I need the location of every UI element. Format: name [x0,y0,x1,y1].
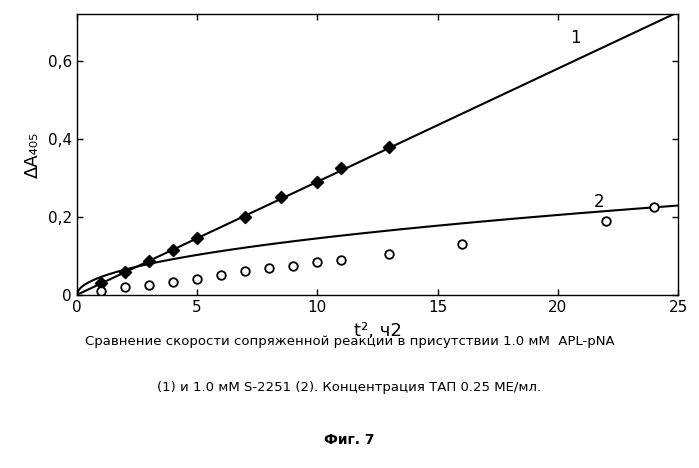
Point [192,234,203,242]
Point [312,259,323,266]
Point [600,217,612,225]
Point [240,268,251,275]
Point [649,203,660,211]
Point [384,250,395,257]
Text: Фиг. 7: Фиг. 7 [324,433,375,447]
Point [312,178,323,185]
Point [456,241,467,248]
Text: 1: 1 [570,29,580,47]
Point [120,269,131,276]
Point [120,283,131,291]
Y-axis label: ΔA₄₀₅: ΔA₄₀₅ [24,132,42,177]
Point [384,143,395,150]
Point [95,279,106,287]
Point [215,271,226,279]
Point [336,256,347,263]
Point [95,287,106,295]
Text: 2: 2 [594,193,605,211]
Point [168,246,179,254]
Point [336,164,347,172]
Point [143,281,154,289]
Point [168,278,179,285]
Point [264,264,275,272]
Point [275,194,287,201]
Point [143,257,154,264]
Text: Сравнение скорости сопряженной реакции в присутствии 1.0 мМ  APL-pNA: Сравнение скорости сопряженной реакции в… [85,335,614,348]
X-axis label: t², ч2: t², ч2 [354,322,401,340]
Point [192,276,203,283]
Point [288,262,299,269]
Point [240,213,251,220]
Text: (1) и 1.0 мМ S-2251 (2). Концентрация ТАП 0.25 МЕ/мл.: (1) и 1.0 мМ S-2251 (2). Концентрация ТА… [157,381,542,395]
